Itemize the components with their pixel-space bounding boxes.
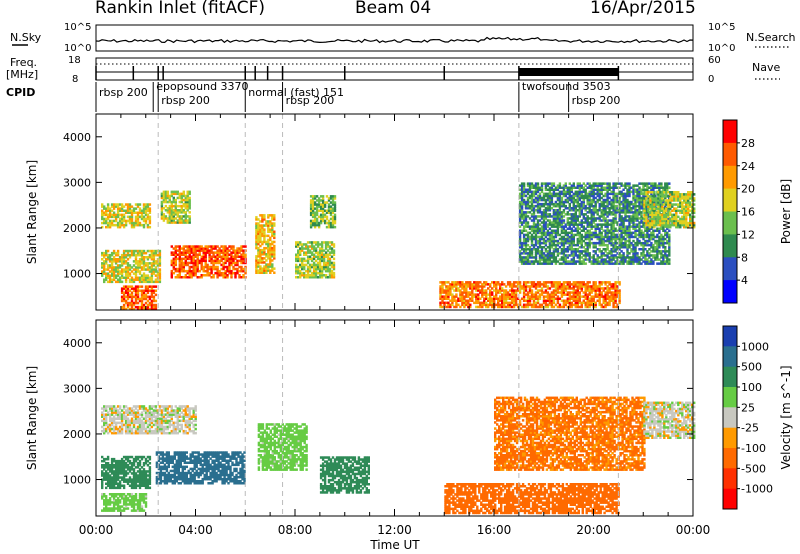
data-cell bbox=[263, 214, 265, 217]
data-cell bbox=[455, 293, 457, 296]
data-cell bbox=[333, 262, 335, 265]
freq-label-line2: [MHz] bbox=[6, 68, 38, 81]
data-cell bbox=[155, 290, 157, 293]
cpid-segment-label: rbsp 200 bbox=[286, 94, 335, 107]
data-cell bbox=[333, 249, 335, 252]
data-cell bbox=[149, 216, 151, 219]
data-cell bbox=[149, 203, 151, 206]
cpid-segment-label: epopsound 3370 bbox=[156, 80, 248, 93]
summary-svg: N.Sky 10^5 10^0 10^5 10^0 N.Search Freq.… bbox=[0, 0, 800, 554]
nsky-panel: N.Sky 10^5 10^0 10^5 10^0 N.Search bbox=[10, 22, 796, 54]
data-cell bbox=[563, 219, 565, 222]
data-cell bbox=[333, 258, 335, 261]
data-cell bbox=[263, 228, 265, 231]
data-cell bbox=[244, 245, 246, 248]
data-cell bbox=[334, 195, 336, 198]
data-cell bbox=[155, 294, 157, 297]
cpid-segment-label: rbsp 200 bbox=[572, 94, 621, 107]
data-cell bbox=[565, 182, 567, 185]
data-cell bbox=[273, 272, 275, 275]
nsearch-label: N.Search bbox=[746, 31, 796, 44]
data-cell bbox=[271, 263, 273, 266]
data-cell bbox=[149, 207, 151, 210]
data-cell bbox=[139, 203, 141, 206]
data-cell bbox=[326, 216, 328, 219]
data-cell bbox=[159, 268, 161, 271]
data-cell bbox=[333, 272, 335, 275]
nsearch-tick-bottom: 10^0 bbox=[708, 43, 735, 54]
freq-trace bbox=[96, 66, 693, 80]
data-cell bbox=[155, 285, 157, 288]
data-cell bbox=[149, 226, 151, 229]
data-cell bbox=[273, 222, 275, 225]
data-cell bbox=[159, 250, 161, 253]
data-cell bbox=[585, 262, 587, 265]
nsky-trace bbox=[96, 38, 693, 43]
freq-tick-top: 18 bbox=[68, 55, 81, 66]
data-cell bbox=[622, 252, 624, 255]
data-cell bbox=[322, 195, 324, 198]
nsky-tick-top: 10^5 bbox=[64, 22, 91, 33]
data-cell bbox=[183, 191, 185, 194]
cpid-segment-label: rbsp 200 bbox=[99, 86, 148, 99]
data-cell bbox=[334, 214, 336, 217]
data-cell bbox=[121, 281, 123, 284]
power-panel: 1000200030004000Slant Range [km] 4812162… bbox=[25, 114, 793, 310]
data-cell bbox=[167, 191, 169, 194]
data-cell bbox=[155, 300, 157, 303]
data-cell bbox=[273, 267, 275, 270]
cpid-row: CPID rbsp 200rbsp 200epopsound 3370 norma… bbox=[6, 80, 620, 112]
data-cell bbox=[519, 281, 521, 284]
data-cell bbox=[189, 191, 191, 194]
data-cell bbox=[216, 266, 218, 269]
nsky-tick-bottom: 10^0 bbox=[64, 43, 91, 54]
data-cell bbox=[273, 214, 275, 217]
data-cell bbox=[155, 304, 157, 307]
nave-tick-bottom: 0 bbox=[708, 74, 714, 85]
data-cell bbox=[334, 201, 336, 204]
data-cell bbox=[628, 182, 630, 185]
data-cell bbox=[469, 304, 471, 307]
data-cell bbox=[589, 281, 591, 284]
freq-panel: Freq. [MHz] 18 8 60 0 Nave bbox=[6, 55, 780, 85]
data-cell bbox=[107, 250, 109, 253]
cpid-segment-label: twofsound 3503 bbox=[522, 80, 611, 93]
data-cell bbox=[636, 252, 638, 255]
data-cell bbox=[589, 252, 591, 255]
data-cell bbox=[553, 182, 555, 185]
data-cell bbox=[608, 182, 610, 185]
data-cell bbox=[595, 281, 597, 284]
data-cell bbox=[523, 182, 525, 185]
data-cell bbox=[273, 241, 275, 244]
data-cell bbox=[273, 245, 275, 248]
freq-tick-bottom: 8 bbox=[72, 74, 78, 85]
data-cell bbox=[333, 243, 335, 246]
data-cell bbox=[573, 182, 575, 185]
data-cell bbox=[273, 231, 275, 234]
data-cell bbox=[618, 281, 620, 284]
data-cell bbox=[117, 250, 119, 253]
data-cell bbox=[189, 211, 191, 214]
data-cell bbox=[107, 203, 109, 206]
data-cell bbox=[232, 245, 234, 248]
nave-tick-top: 60 bbox=[708, 55, 721, 66]
nsky-label: N.Sky bbox=[10, 31, 42, 44]
data-cell bbox=[527, 221, 529, 224]
data-cell bbox=[189, 215, 191, 218]
nave-label: Nave bbox=[752, 61, 780, 74]
data-cell bbox=[559, 182, 561, 185]
data-cell bbox=[537, 182, 539, 185]
radar-summary-plot: Rankin Inlet (fitACF) Beam 04 16/Apr/201… bbox=[0, 0, 800, 554]
cpid-segment-label: rbsp 200 bbox=[161, 94, 210, 107]
data-cell bbox=[334, 226, 336, 229]
cpid-label: CPID bbox=[6, 86, 35, 99]
data-cell bbox=[531, 289, 533, 292]
data-cell bbox=[189, 197, 191, 200]
nsearch-tick-top: 10^5 bbox=[708, 22, 735, 33]
data-cell bbox=[141, 285, 143, 288]
